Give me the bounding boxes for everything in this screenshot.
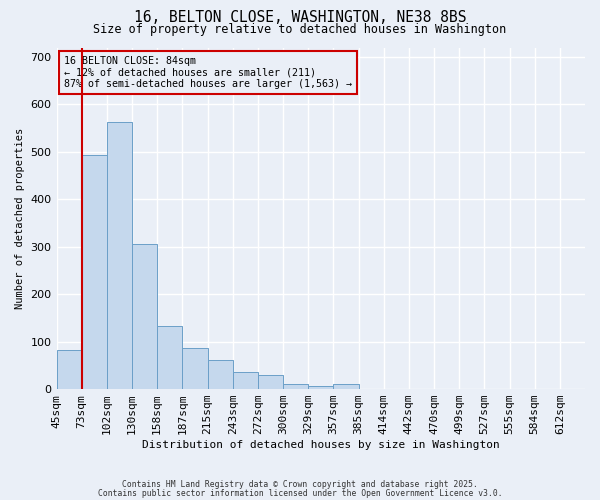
Text: 16 BELTON CLOSE: 84sqm
← 12% of detached houses are smaller (211)
87% of semi-de: 16 BELTON CLOSE: 84sqm ← 12% of detached… <box>64 56 352 89</box>
Bar <box>157 326 182 389</box>
Bar <box>182 348 208 389</box>
Text: 16, BELTON CLOSE, WASHINGTON, NE38 8BS: 16, BELTON CLOSE, WASHINGTON, NE38 8BS <box>134 10 466 25</box>
Bar <box>308 386 334 389</box>
Bar <box>56 350 82 389</box>
X-axis label: Distribution of detached houses by size in Washington: Distribution of detached houses by size … <box>142 440 500 450</box>
Text: Contains HM Land Registry data © Crown copyright and database right 2025.: Contains HM Land Registry data © Crown c… <box>122 480 478 489</box>
Bar <box>208 360 233 389</box>
Bar <box>132 244 157 389</box>
Bar <box>233 372 258 389</box>
Bar <box>107 122 132 389</box>
Y-axis label: Number of detached properties: Number of detached properties <box>15 128 25 309</box>
Text: Contains public sector information licensed under the Open Government Licence v3: Contains public sector information licen… <box>98 488 502 498</box>
Bar <box>283 384 308 389</box>
Text: Size of property relative to detached houses in Washington: Size of property relative to detached ho… <box>94 22 506 36</box>
Bar <box>258 376 283 389</box>
Bar <box>334 384 359 389</box>
Bar <box>82 155 107 389</box>
